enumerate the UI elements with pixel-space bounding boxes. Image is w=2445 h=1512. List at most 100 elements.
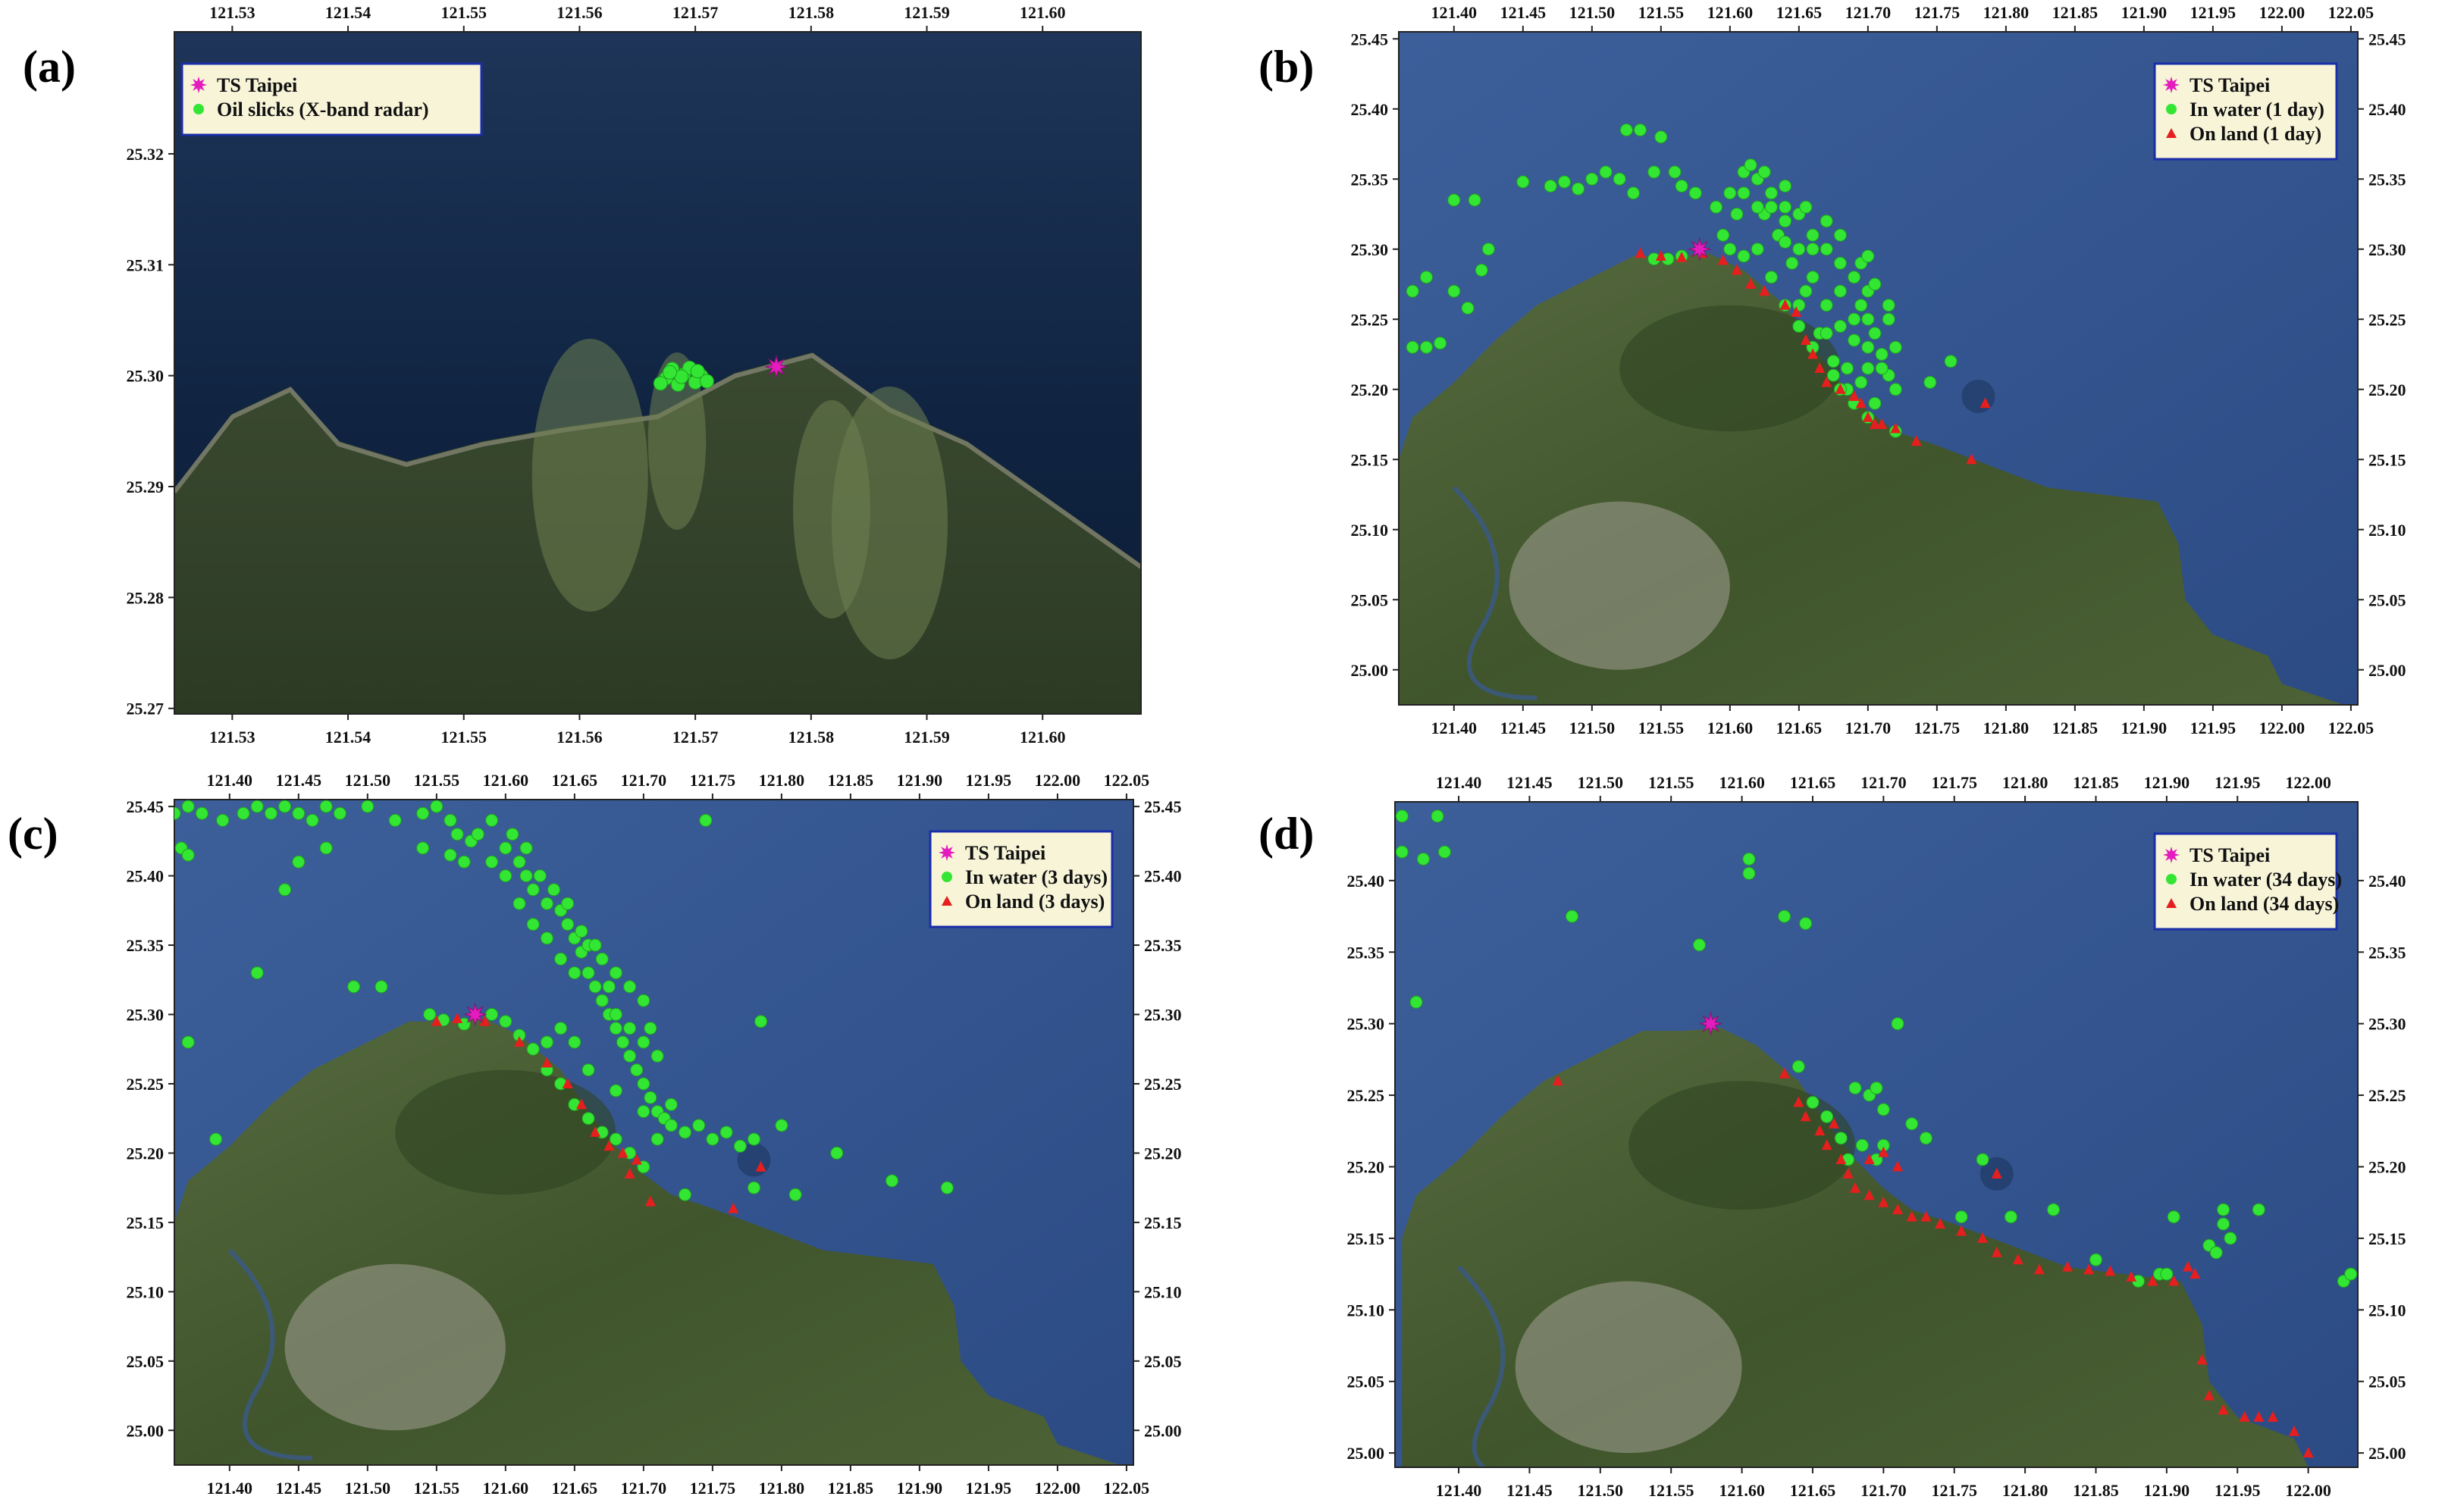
x-tick-label-top: 122.00 bbox=[1035, 771, 1081, 790]
in-water-point bbox=[237, 806, 250, 820]
y-tick-label-right: 25.20 bbox=[1144, 1144, 1182, 1163]
x-tick-label-bottom: 122.00 bbox=[1035, 1479, 1081, 1498]
in-water-point bbox=[526, 918, 540, 931]
in-water-point bbox=[1848, 312, 1861, 326]
on-land-point bbox=[1731, 264, 1742, 275]
on-land-point bbox=[1980, 397, 1991, 409]
x-tick-label-top: 121.80 bbox=[1983, 3, 2030, 22]
in-water-point bbox=[1833, 228, 1847, 242]
y-tick-label-left: 25.25 bbox=[1351, 310, 1389, 329]
x-tick-label-bottom: 121.65 bbox=[552, 1479, 598, 1498]
y-tick-label-left: 25.05 bbox=[1347, 1373, 1385, 1391]
point-layer bbox=[1395, 809, 2358, 1458]
in-water-point bbox=[637, 1077, 650, 1091]
x-tick-label-top: 121.60 bbox=[483, 771, 529, 790]
triangle-icon bbox=[2166, 898, 2177, 908]
in-water-point bbox=[554, 952, 568, 966]
in-water-point bbox=[319, 841, 333, 855]
y-tick-label-left: 25.30 bbox=[1351, 240, 1389, 259]
in-water-point bbox=[699, 374, 714, 389]
on-land-point bbox=[479, 1015, 491, 1026]
in-water-point bbox=[2209, 1246, 2223, 1260]
x-tick-label-bottom: 121.40 bbox=[207, 1479, 253, 1498]
in-water-point bbox=[1757, 165, 1771, 179]
panel-letter: (d) bbox=[1259, 809, 1314, 859]
in-water-point bbox=[1764, 186, 1778, 200]
river bbox=[227, 1248, 313, 1460]
x-tick-label-bottom: 121.55 bbox=[1638, 718, 1685, 737]
on-land-point bbox=[541, 1057, 553, 1068]
in-water-point bbox=[1826, 355, 1840, 368]
point-layer bbox=[174, 800, 954, 1213]
y-tick-label-right: 25.45 bbox=[2368, 30, 2406, 49]
on-land-point bbox=[631, 1154, 642, 1165]
on-land-point bbox=[2253, 1410, 2265, 1422]
in-water-point bbox=[1778, 909, 1791, 923]
x-tick-label-top: 121.50 bbox=[1578, 773, 1624, 792]
in-water-point bbox=[1806, 228, 1820, 242]
x-tick-label-top: 121.56 bbox=[556, 3, 603, 22]
x-tick-label-top: 122.00 bbox=[2259, 3, 2306, 22]
legend-box bbox=[2153, 62, 2338, 161]
in-water-point bbox=[264, 806, 277, 820]
in-water-point bbox=[1834, 1132, 1848, 1145]
on-land-point bbox=[1821, 1139, 1832, 1150]
x-tick-label-top: 121.75 bbox=[1931, 773, 1977, 792]
in-water-point bbox=[1668, 165, 1682, 179]
in-water-point bbox=[1799, 284, 1813, 298]
x-tick-label-top: 121.85 bbox=[828, 771, 874, 790]
in-water-point bbox=[278, 883, 292, 897]
in-water-point bbox=[1806, 1096, 1820, 1109]
x-tick-label-top: 121.70 bbox=[621, 771, 667, 790]
mountain-area bbox=[1628, 1081, 1855, 1210]
in-water-point bbox=[1742, 866, 1756, 880]
y-tick-label-left: 25.05 bbox=[1351, 590, 1389, 609]
in-water-point bbox=[209, 1132, 223, 1146]
x-tick-label-bottom: 121.45 bbox=[1500, 718, 1547, 737]
y-tick-label-right: 25.15 bbox=[1144, 1213, 1182, 1232]
in-water-point bbox=[181, 800, 195, 813]
x-tick-label-top: 121.40 bbox=[1436, 773, 1482, 792]
y-tick-label-left: 25.31 bbox=[127, 255, 165, 274]
in-water-point bbox=[679, 1125, 691, 1139]
in-water-point bbox=[1468, 193, 1481, 207]
circle-icon bbox=[193, 104, 204, 114]
x-tick-label-bottom: 121.65 bbox=[1790, 1481, 1836, 1500]
on-land-point bbox=[755, 1160, 766, 1172]
x-tick-label-bottom: 121.85 bbox=[2052, 718, 2099, 737]
x-tick-label-top: 121.60 bbox=[1707, 3, 1754, 22]
x-tick-label-top: 121.40 bbox=[207, 771, 253, 790]
x-tick-label-bottom: 122.00 bbox=[2285, 1481, 2331, 1500]
in-water-point bbox=[1799, 200, 1813, 214]
x-tick-label-bottom: 121.90 bbox=[897, 1479, 943, 1498]
in-water-point bbox=[1848, 1082, 1862, 1095]
in-water-point bbox=[1585, 172, 1599, 186]
panel-letter: (a) bbox=[23, 42, 76, 92]
in-water-point bbox=[1693, 938, 1706, 952]
on-land-point bbox=[1793, 1096, 1804, 1107]
y-tick-label-right: 25.40 bbox=[2368, 100, 2406, 119]
in-water-point bbox=[1779, 180, 1792, 193]
triangle-icon bbox=[942, 896, 952, 906]
in-water-point bbox=[2167, 1210, 2180, 1224]
x-tick-label-bottom: 121.90 bbox=[2144, 1481, 2190, 1500]
x-tick-label-top: 121.85 bbox=[2073, 773, 2119, 792]
in-water-point bbox=[1882, 299, 1895, 312]
x-tick-label-bottom: 121.90 bbox=[2121, 718, 2168, 737]
on-land-point bbox=[1779, 1067, 1790, 1078]
in-water-point bbox=[306, 813, 319, 827]
on-land-point bbox=[1977, 1232, 1989, 1243]
in-water-point bbox=[1723, 243, 1737, 256]
y-tick-label-left: 25.32 bbox=[127, 145, 165, 164]
x-tick-label-top: 121.57 bbox=[672, 3, 719, 22]
on-land-point bbox=[1864, 1189, 1875, 1201]
in-water-point bbox=[1792, 243, 1806, 256]
in-water-point bbox=[540, 1035, 553, 1049]
on-land-point bbox=[1552, 1075, 1563, 1086]
in-water-point bbox=[581, 1063, 595, 1077]
mountain-area bbox=[1619, 305, 1841, 432]
on-land-point bbox=[1759, 285, 1770, 296]
y-tick-label-right: 25.40 bbox=[1144, 867, 1182, 886]
in-water-point bbox=[1434, 337, 1447, 350]
legend-label: On land (3 days) bbox=[965, 891, 1105, 913]
